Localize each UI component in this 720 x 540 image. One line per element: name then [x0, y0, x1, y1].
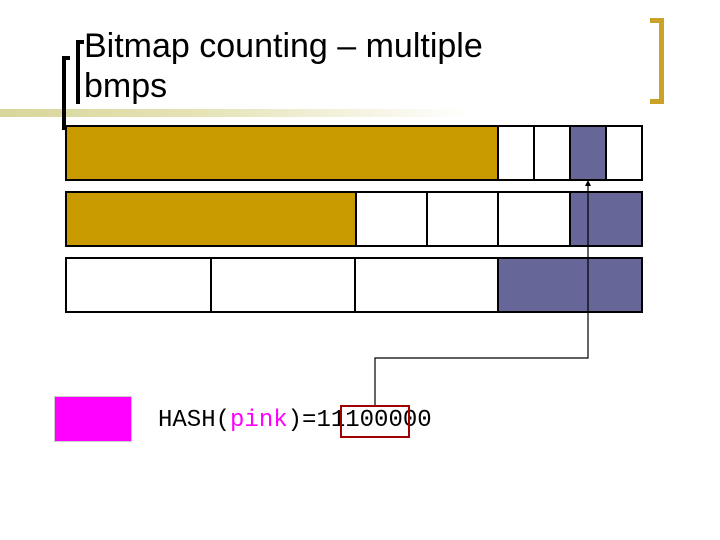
- bitmap-row-1-cell-empty: [605, 125, 643, 181]
- bitmap-row-3-cell-set: [497, 257, 643, 313]
- bitmap-row-2-cell-empty: [426, 191, 499, 247]
- left-bracket-inner-top: [76, 40, 84, 44]
- slide-title-line-1: Bitmap counting – multiple: [84, 27, 483, 65]
- bitmap-row-2-cell-empty: [497, 191, 571, 247]
- left-bracket-inner: [76, 40, 80, 104]
- bitmap-row-3-cell-empty: [65, 257, 212, 313]
- slide-title: Bitmap counting – multiple bmps: [84, 26, 604, 106]
- hash-highlight-box: [340, 405, 410, 438]
- hash-remaining-bits: 00000: [359, 407, 432, 434]
- bitmap-row-1-cell-empty: [497, 125, 535, 181]
- hash-prefix: HASH(: [158, 407, 231, 434]
- right-bracket: [659, 18, 664, 104]
- right-bracket-bottom: [650, 99, 664, 104]
- left-bracket-outer-top: [62, 56, 70, 60]
- bitmap-row-3-cell-empty: [354, 257, 499, 313]
- arrow-connector-line: [374, 186, 589, 405]
- bitmap-row-2-cell-empty: [355, 191, 428, 247]
- arrow-head: [585, 180, 591, 186]
- bitmap-row-2-cell-set: [569, 191, 643, 247]
- hash-highlighted-bits: 111: [316, 407, 360, 434]
- slide-title-line-2: bmps: [84, 67, 168, 105]
- hash-suffix: )=: [287, 407, 317, 434]
- pink-key-swatch: [54, 396, 132, 442]
- hash-expression: HASH(pink)=11100000: [158, 404, 432, 438]
- title-underline-bar: [0, 109, 470, 117]
- right-bracket-top: [650, 18, 664, 23]
- bitmap-row-2-filled-block: [65, 191, 357, 247]
- left-bracket-outer: [62, 56, 66, 130]
- hash-key: pink: [230, 407, 288, 434]
